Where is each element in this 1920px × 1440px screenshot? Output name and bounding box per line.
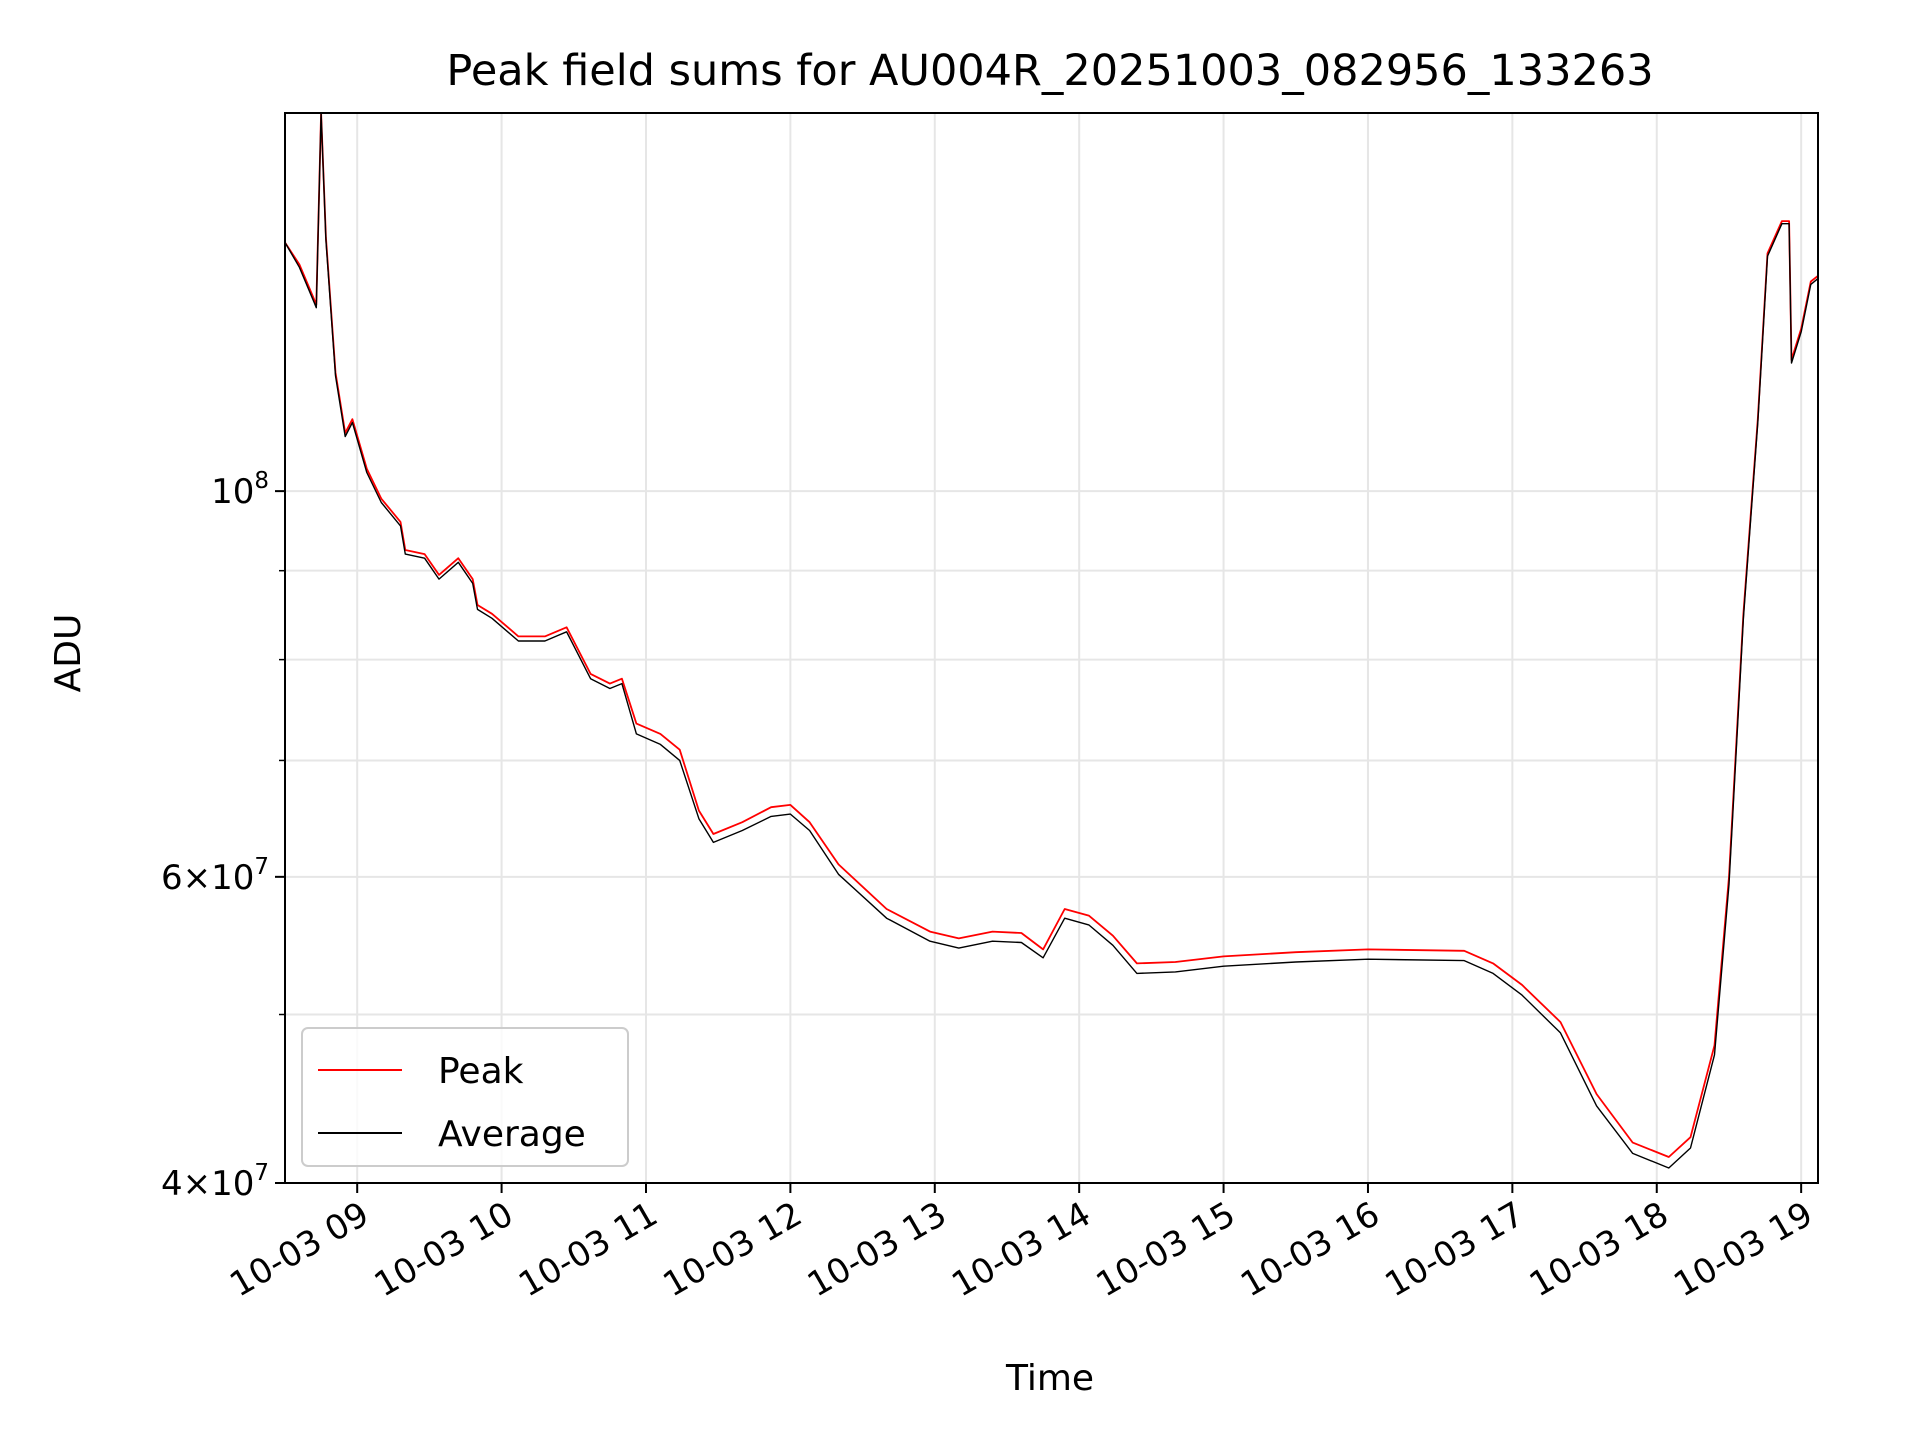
grid [285, 113, 1818, 1184]
series-line-average [284, 112, 1819, 1169]
y-tick-base: 10 [211, 472, 254, 512]
y-tick-label: 108 [211, 468, 269, 512]
y-tick-exponent: 8 [254, 468, 269, 494]
y-tick-mantissa: 4× [161, 1164, 211, 1204]
y-axis-label: ADU [48, 614, 89, 693]
y-tick-label: 4×107 [161, 1160, 269, 1204]
plot-frame [284, 112, 1819, 1184]
y-tick-exponent: 7 [254, 854, 269, 880]
y-tick-base: 10 [211, 858, 254, 898]
y-tick-exponent: 7 [254, 1160, 269, 1186]
chart-title: Peak field sums for AU004R_20251003_0829… [446, 46, 1653, 96]
y-tick-label: 6×107 [161, 854, 269, 898]
series-group [284, 112, 1819, 1169]
legend-box [301, 1027, 629, 1167]
legend-label-peak: Peak [438, 1051, 524, 1092]
legend-label-average: Average [438, 1114, 586, 1155]
y-tick-mantissa: 6× [161, 858, 211, 898]
x-axis-label: Time [1005, 1358, 1094, 1399]
legend: Peak Average [301, 1027, 629, 1167]
y-tick-base: 10 [211, 1164, 254, 1204]
